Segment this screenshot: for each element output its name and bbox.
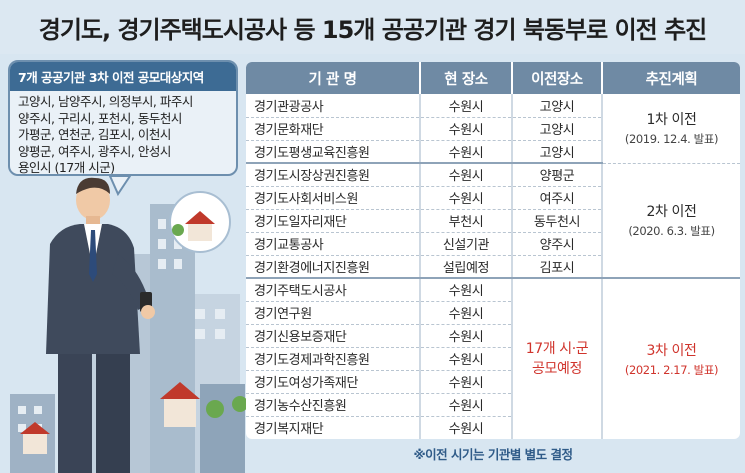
table-row: 경기신용보증재단 수원시	[246, 324, 740, 348]
plan-label: 2차 이전	[646, 204, 697, 221]
table-row: 경기환경에너지진흥원 설립예정 김포시	[246, 255, 740, 279]
plan-cell-2: 2차 이전 (2020. 6.3. 발표)	[602, 163, 740, 279]
current-location: 수원시	[420, 370, 513, 394]
institution-name: 경기도사회서비스원	[246, 186, 421, 210]
institution-name: 경기도시장상권진흥원	[246, 163, 421, 187]
institution-name: 경기연구원	[246, 301, 421, 325]
target-location: 동두천시	[512, 209, 603, 233]
house-thought-bubble	[169, 191, 231, 253]
institution-name: 경기도경제과학진흥원	[246, 347, 421, 371]
table-row: 경기농수산진흥원 수원시	[246, 393, 740, 417]
header-institution: 기 관 명	[246, 62, 421, 94]
page-title: 경기도, 경기주택도시공사 등 15개 공공기관 경기 북동부로 이전 추진	[0, 0, 745, 54]
table-row: 경기문화재단 수원시 고양시	[246, 117, 740, 141]
current-location: 수원시	[420, 393, 513, 417]
region-line: 가평군, 연천군, 김포시, 이천시	[18, 127, 171, 142]
region-line: 양평군, 여주시, 광주시, 안성시	[18, 143, 171, 159]
header-plan: 추진계획	[602, 62, 740, 94]
table-row: 경기도평생교육진흥원 수원시 고양시	[246, 140, 740, 164]
target-location: 김포시	[512, 255, 603, 279]
plan-cell-1: 1차 이전 (2019. 12.4. 발표)	[602, 94, 740, 164]
current-location: 수원시	[420, 140, 513, 164]
institution-name: 경기신용보증재단	[246, 324, 421, 348]
relocation-table: 기 관 명 현 장소 이전장소 추진계획 경기관광공사 수원시 고양시 1차 이…	[246, 62, 740, 439]
current-location: 수원시	[420, 278, 513, 302]
institution-name: 경기환경에너지진흥원	[246, 255, 421, 279]
target-pending-line1: 17개 시·군	[525, 341, 589, 357]
table-row: 경기주택도시공사 수원시 17개 시·군 공모예정 3차 이전 (2021. 2…	[246, 278, 740, 439]
plan-cell-3: 3차 이전 (2021. 2.17. 발표)	[602, 278, 740, 439]
target-location: 양주시	[512, 232, 603, 256]
institution-name: 경기복지재단	[246, 416, 421, 439]
table-row: 경기도경제과학진흥원 수원시	[246, 347, 740, 371]
current-location: 신설기관	[420, 232, 513, 256]
institution-name: 경기교통공사	[246, 232, 421, 256]
header-target-location: 이전장소	[512, 62, 603, 94]
header-current-location: 현 장소	[420, 62, 513, 94]
region-box-title: 7개 공공기관 3차 이전 공모대상지역	[10, 62, 236, 91]
target-location: 고양시	[512, 94, 603, 118]
target-location: 고양시	[512, 140, 603, 164]
region-line: 고양시, 남양주시, 의정부시, 파주시	[18, 94, 193, 109]
target-region-box: 7개 공공기관 3차 이전 공모대상지역 고양시, 남양주시, 의정부시, 파주…	[8, 60, 238, 176]
current-location: 수원시	[420, 94, 513, 118]
current-location: 설립예정	[420, 255, 513, 279]
table-row: 경기연구원 수원시	[246, 301, 740, 325]
plan-date: (2019. 12.4. 발표)	[624, 132, 719, 147]
institution-name: 경기관광공사	[246, 94, 421, 118]
current-location: 수원시	[420, 117, 513, 141]
table-header-row: 기 관 명 현 장소 이전장소 추진계획	[246, 62, 740, 94]
target-location-pending: 17개 시·군 공모예정	[512, 278, 603, 439]
institution-name: 경기농수산진흥원	[246, 393, 421, 417]
table-row: 경기교통공사 신설기관 양주시	[246, 232, 740, 256]
city-illustration	[10, 175, 248, 473]
table-row: 경기관광공사 수원시 고양시 1차 이전 (2019. 12.4. 발표)	[246, 94, 740, 164]
man-figure	[46, 177, 155, 473]
current-location: 수원시	[420, 416, 513, 439]
table-row: 경기도일자리재단 부천시 동두천시	[246, 209, 740, 233]
current-location: 수원시	[420, 324, 513, 348]
current-location: 부천시	[420, 209, 513, 233]
region-list: 고양시, 남양주시, 의정부시, 파주시 양주시, 구리시, 포천시, 동두천시…	[10, 94, 236, 175]
target-location: 양평군	[512, 163, 603, 187]
current-location: 수원시	[420, 347, 513, 371]
plan-label: 3차 이전	[646, 343, 697, 359]
table-row: 경기도사회서비스원 수원시 여주시	[246, 186, 740, 210]
target-location: 고양시	[512, 117, 603, 141]
institution-name: 경기문화재단	[246, 117, 421, 141]
table-row: 경기도여성가족재단 수원시	[246, 370, 740, 394]
institution-name: 경기주택도시공사	[246, 278, 421, 302]
institution-name: 경기도여성가족재단	[246, 370, 421, 394]
region-line: 용인시 (17개 시군)	[18, 160, 115, 175]
target-location: 여주시	[512, 186, 603, 210]
table-row: 경기도시장상권진흥원 수원시 양평군 2차 이전 (2020. 6.3. 발표)	[246, 163, 740, 279]
institution-name: 경기도평생교육진흥원	[246, 140, 421, 164]
current-location: 수원시	[420, 163, 513, 187]
footnote: ※이전 시기는 기관별 별도 결정	[413, 447, 573, 462]
institution-name: 경기도일자리재단	[246, 209, 421, 233]
current-location: 수원시	[420, 186, 513, 210]
target-pending-line2: 공모예정	[532, 361, 582, 377]
table-row: 경기복지재단 수원시	[246, 416, 740, 439]
plan-date: (2021. 2.17. 발표)	[624, 363, 719, 377]
current-location: 수원시	[420, 301, 513, 325]
plan-date: (2020. 6.3. 발표)	[628, 224, 715, 239]
region-line: 양주시, 구리시, 포천시, 동두천시	[18, 110, 182, 126]
plan-label: 1차 이전	[646, 112, 697, 129]
